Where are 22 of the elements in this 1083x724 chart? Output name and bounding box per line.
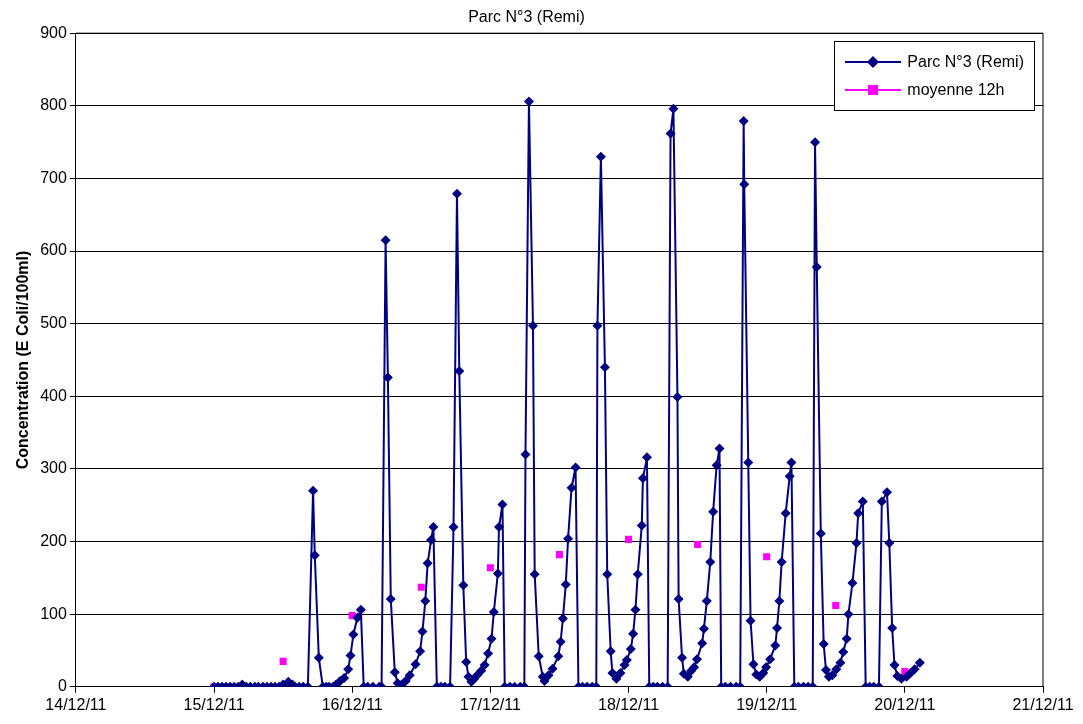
x-tick-label: 21/12/11 <box>1012 695 1074 713</box>
chart-title: Parc N°3 (Remi) <box>468 8 585 26</box>
x-tick-label: 14/12/11 <box>45 695 107 713</box>
y-tick-label: 300 <box>40 459 67 477</box>
y-tick-label: 400 <box>40 386 67 404</box>
y-tick-label: 0 <box>57 677 67 695</box>
x-tick-label: 18/12/11 <box>597 695 660 713</box>
y-axis-title: Concentration (E Coli/100ml) <box>14 250 32 470</box>
y-tick-label: 700 <box>40 168 67 186</box>
x-tick-label: 16/12/11 <box>321 695 383 713</box>
y-tick-label: 600 <box>40 241 67 259</box>
legend-label: moyenne 12h <box>907 81 1005 100</box>
legend-label: Parc N°3 (Remi) <box>907 53 1024 72</box>
y-tick-label: 500 <box>40 314 67 332</box>
y-tick-label: 200 <box>40 531 67 549</box>
y-tick-label: 900 <box>40 23 67 41</box>
x-tick-label: 17/12/11 <box>459 695 522 713</box>
y-tick-label: 100 <box>40 604 67 622</box>
y-tick-label: 800 <box>40 96 67 114</box>
x-tick-label: 15/12/11 <box>183 695 245 713</box>
x-tick-label: 20/12/11 <box>874 695 936 713</box>
x-tick-label: 19/12/11 <box>736 695 798 713</box>
